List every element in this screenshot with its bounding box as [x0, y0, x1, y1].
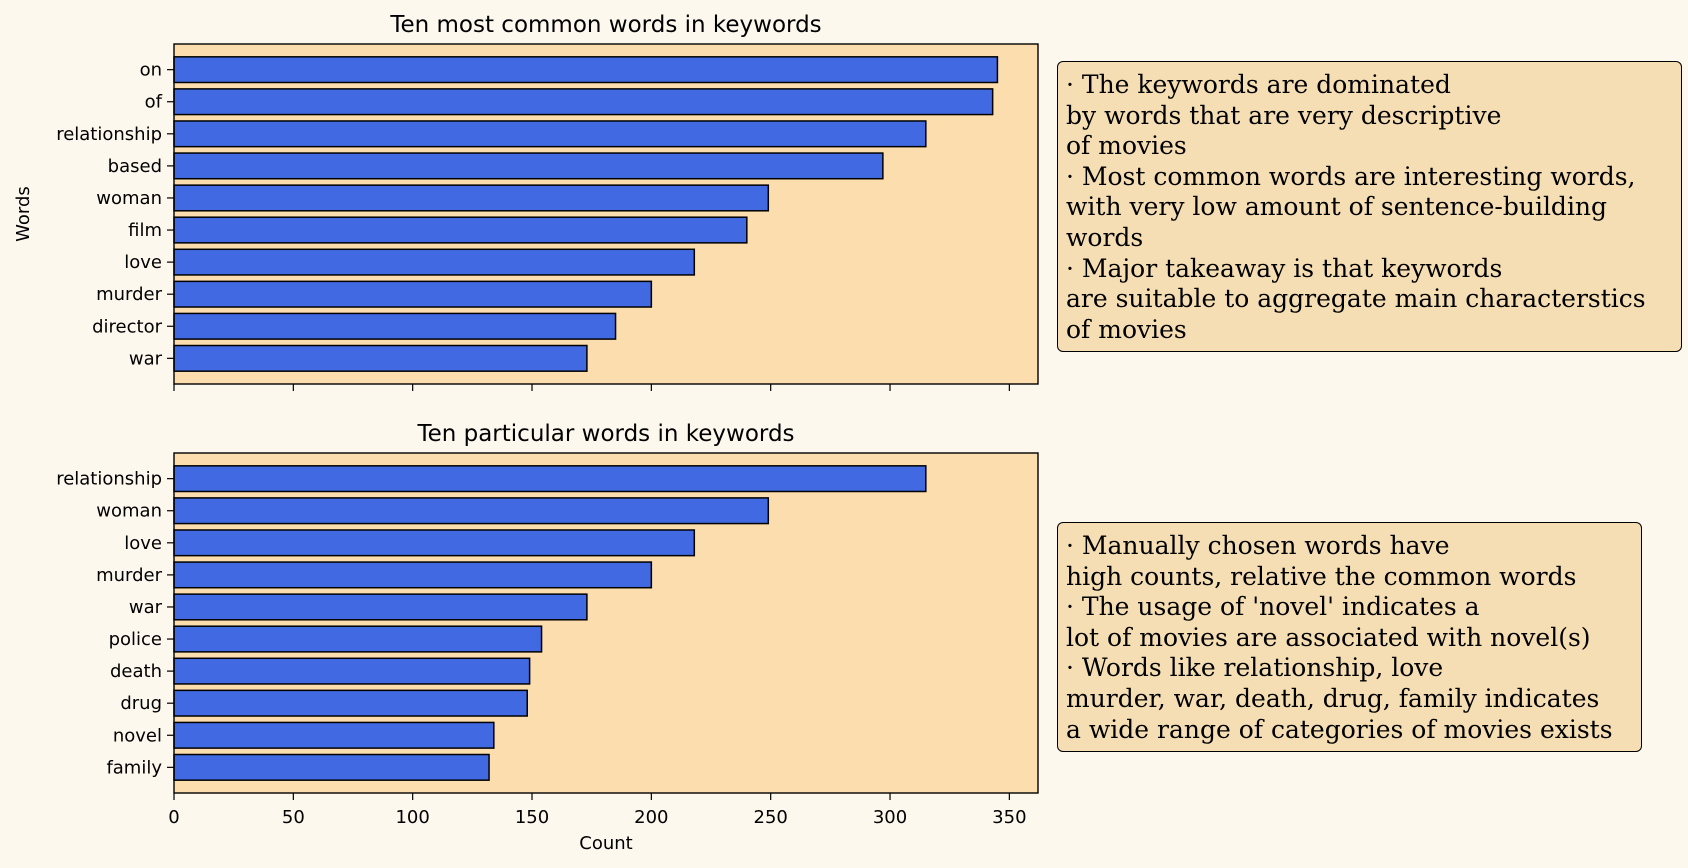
- annotation-bottom-line: a wide range of categories of movies exi…: [1066, 714, 1613, 744]
- y-tick-label: film: [128, 220, 162, 241]
- y-tick-label: death: [110, 661, 162, 682]
- x-tick-label: 50: [282, 807, 305, 828]
- y-tick-label: based: [108, 156, 162, 177]
- y-tick-label: murder: [96, 565, 163, 586]
- y-axis-label: Words: [13, 186, 34, 242]
- annotation-bottom-line: murder, war, death, drug, family indicat…: [1066, 683, 1600, 713]
- bar: [173, 721, 495, 749]
- bar: [173, 625, 543, 653]
- y-tick-label: family: [106, 757, 162, 778]
- annotation-top-line: of movies: [1066, 131, 1187, 161]
- annotation-bottom-line: high counts, relative the common words: [1066, 561, 1577, 591]
- bar: [173, 465, 927, 493]
- bar: [173, 497, 770, 525]
- chart-panel-2: relationship woman love murder war police deat…: [56, 421, 1039, 854]
- annotation-top-line: · The keywords are dominated: [1066, 70, 1451, 99]
- bar: [173, 248, 696, 276]
- annotation-top-line: · Most common words are interesting word…: [1066, 161, 1636, 191]
- x-tick-label: 200: [634, 807, 668, 828]
- y-tick-label: relationship: [56, 469, 162, 490]
- bar: [173, 56, 999, 84]
- y-tick-label: woman: [96, 188, 162, 209]
- annotation-bottom-line: · The usage of 'novel' indicates a: [1066, 592, 1480, 622]
- y-tick-label: relationship: [56, 124, 162, 145]
- bar: [173, 312, 617, 340]
- bar: [173, 280, 653, 308]
- y-tick-label: woman: [96, 501, 162, 522]
- bar: [173, 561, 653, 589]
- bar: [173, 88, 994, 116]
- chart-title: Ten most common words in keywords: [389, 12, 821, 38]
- annotation-bottom-line: · Words like relationship, love: [1066, 653, 1444, 683]
- axes-frame: [173, 43, 1039, 385]
- y-tick-label: police: [109, 629, 162, 650]
- chart-panel-1: on of relationship based woman film love murder…: [13, 12, 1039, 391]
- bar: [173, 593, 588, 621]
- annotation-top-line: of movies: [1066, 314, 1187, 344]
- annotation-box-bottom: · Manually chosen words have high counts,…: [1057, 522, 1642, 753]
- annotation-top-line: with very low amount of sentence-buildin…: [1066, 192, 1608, 222]
- annotation-bottom-line: lot of movies are associated with novel(…: [1066, 622, 1591, 652]
- annotation-bottom-line: · Manually chosen words have: [1066, 531, 1450, 560]
- bar: [173, 184, 770, 212]
- annotation-top-line: are suitable to aggregate main character…: [1066, 284, 1646, 314]
- bar: [173, 689, 528, 717]
- chart-title: Ten particular words in keywords: [416, 421, 794, 447]
- x-tick-label: 150: [515, 807, 549, 828]
- y-tick-label: of: [145, 92, 163, 113]
- bar: [173, 657, 531, 685]
- bar: [173, 344, 588, 372]
- bar: [173, 753, 490, 781]
- x-tick-label: 250: [754, 807, 788, 828]
- bar: [173, 152, 884, 180]
- y-tick-label: director: [92, 316, 162, 337]
- axes-frame: [173, 452, 1039, 794]
- annotation-box-top: · The keywords are dominated by words tha…: [1057, 61, 1682, 353]
- annotation-top-line: · Major takeaway is that keywords: [1066, 253, 1503, 283]
- bar: [173, 529, 696, 557]
- x-tick-label: 350: [992, 807, 1026, 828]
- y-tick-label: love: [124, 533, 162, 554]
- y-tick-label: war: [129, 348, 163, 369]
- y-tick-label: novel: [113, 725, 162, 746]
- bar: [173, 120, 927, 148]
- annotation-top-line: words: [1066, 222, 1144, 252]
- x-tick-label: 0: [168, 807, 179, 828]
- x-axis-label: Count: [579, 833, 632, 854]
- y-tick-label: on: [140, 60, 162, 81]
- bar: [173, 216, 748, 244]
- y-tick-label: drug: [120, 693, 162, 714]
- x-tick-label: 100: [395, 807, 429, 828]
- y-tick-label: murder: [96, 284, 163, 305]
- y-tick-label: love: [124, 252, 162, 273]
- x-tick-label: 300: [873, 807, 907, 828]
- annotation-top-line: by words that are very descriptive: [1066, 100, 1502, 130]
- y-tick-label: war: [129, 597, 163, 618]
